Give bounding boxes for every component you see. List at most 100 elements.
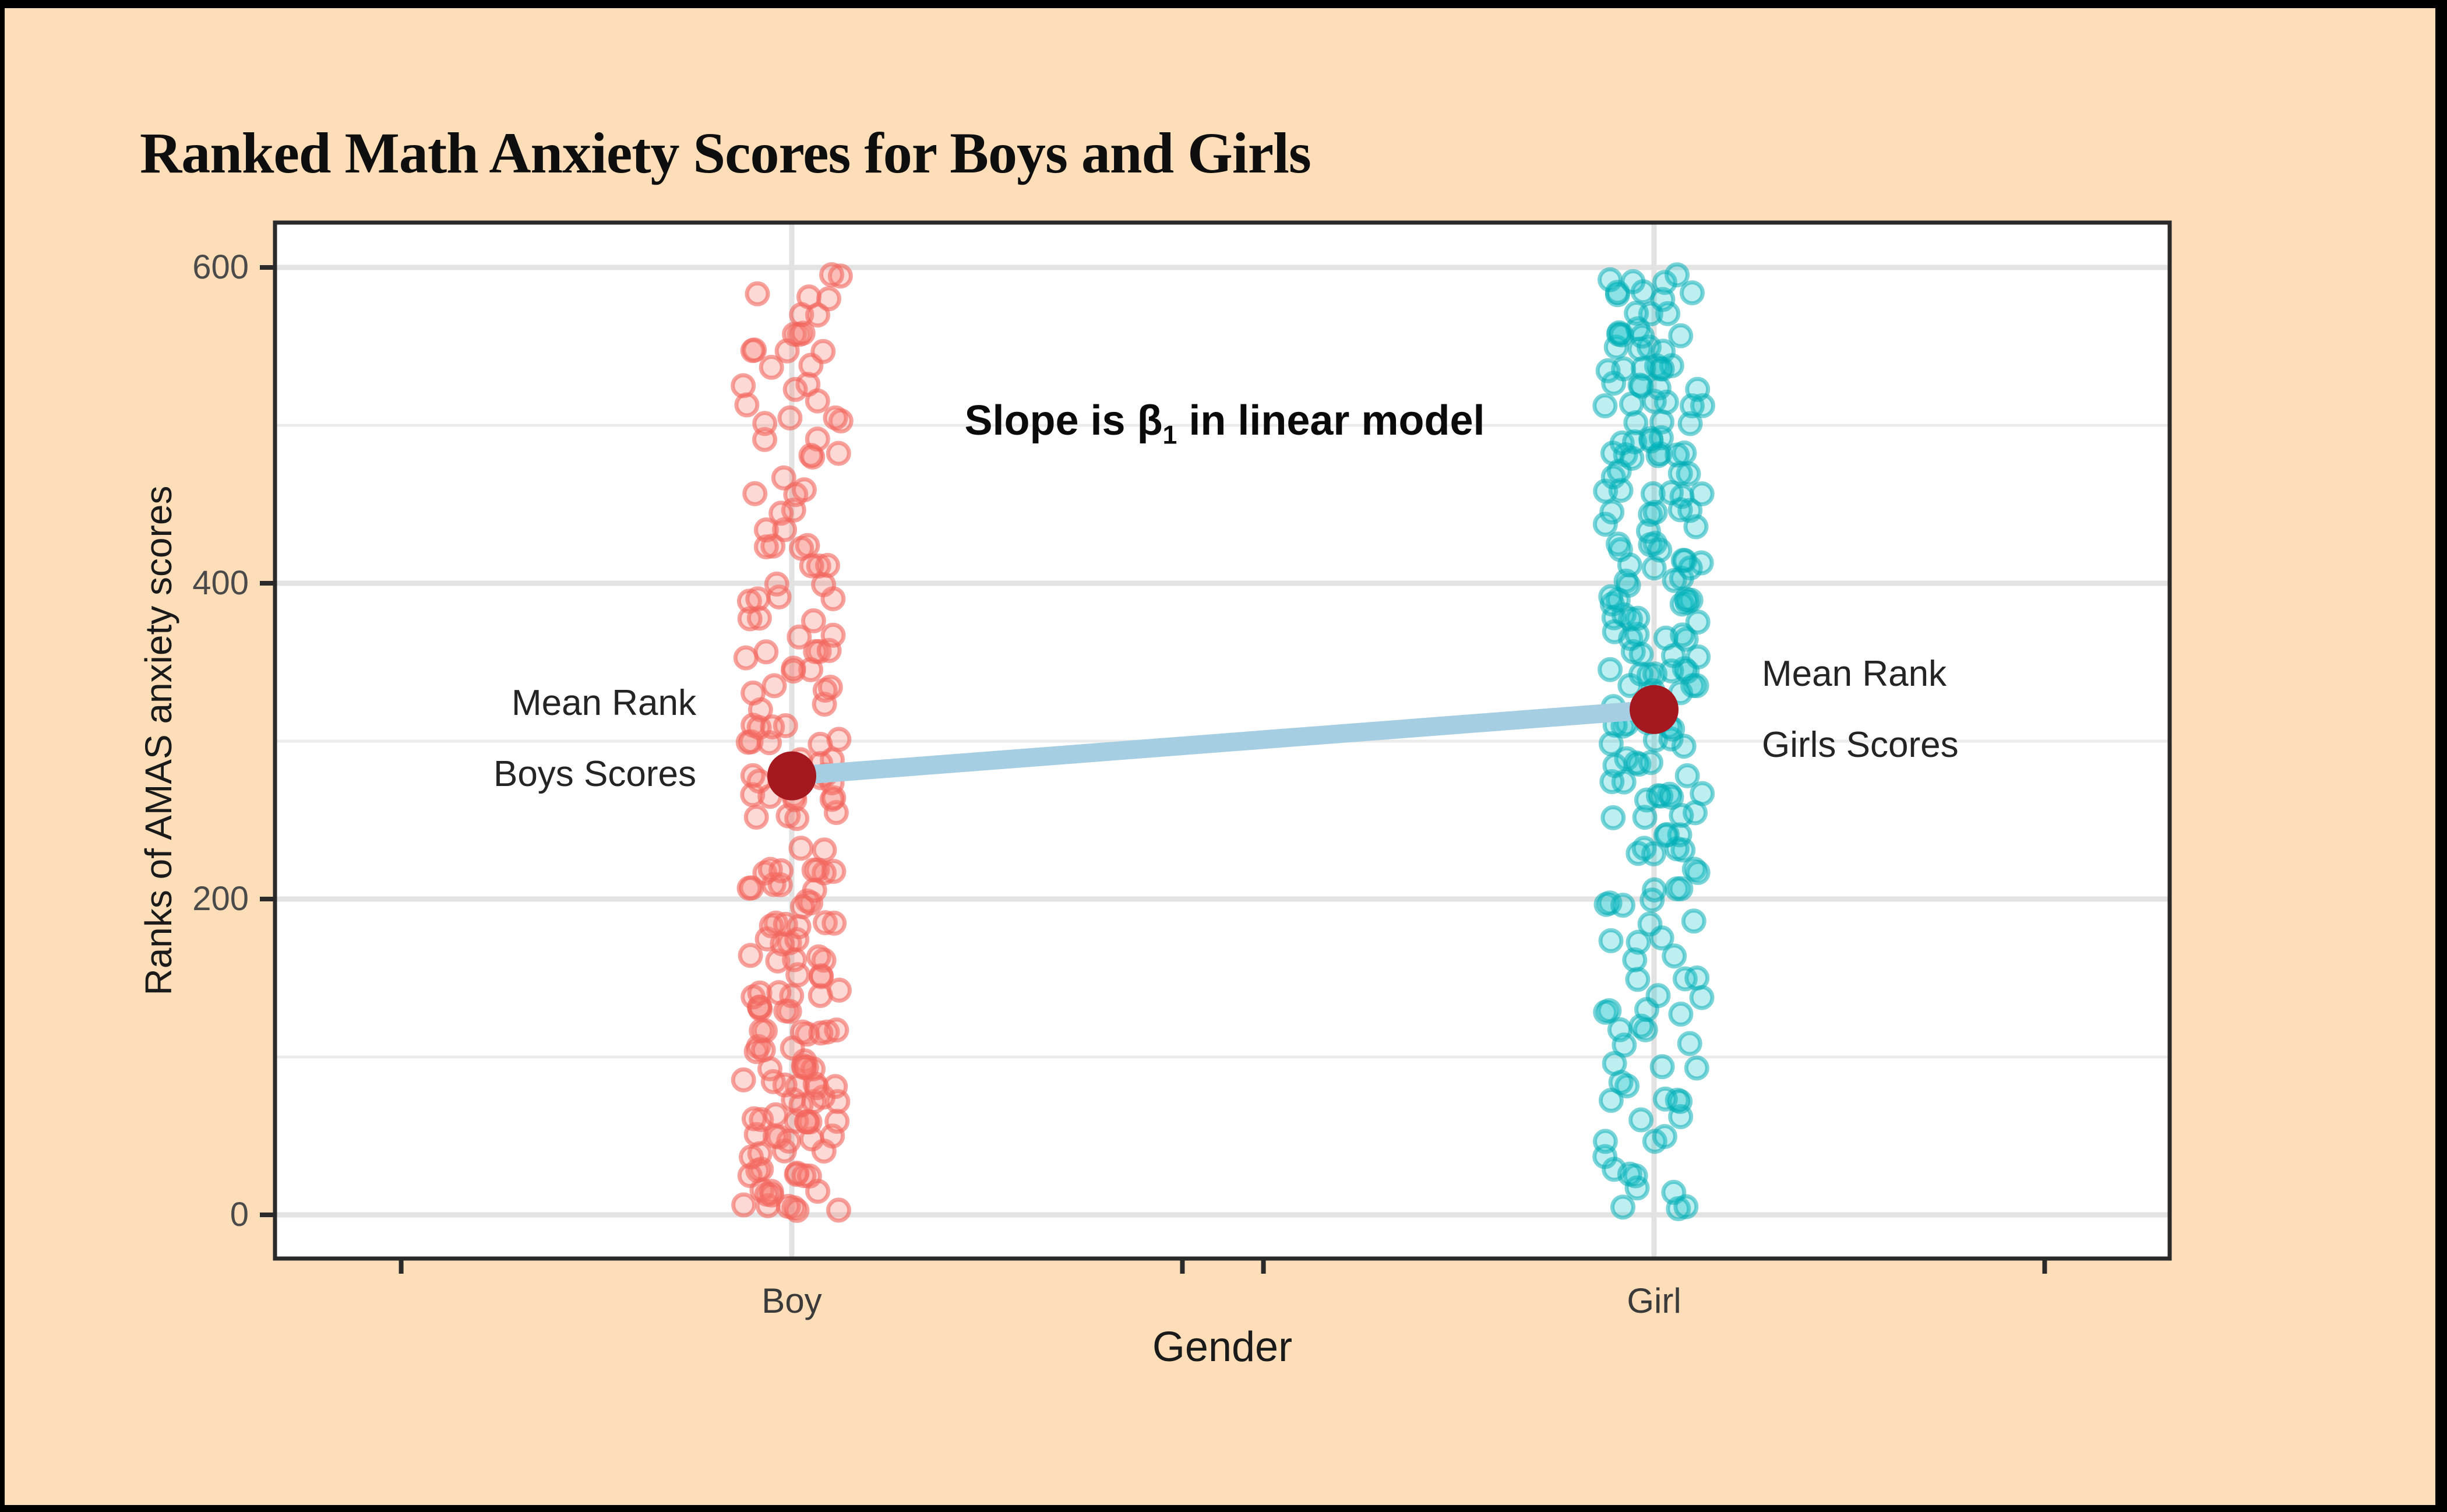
data-point	[1652, 270, 1677, 295]
data-point	[1690, 781, 1715, 806]
slope-annotation: Slope is β1 in linear model	[964, 397, 1485, 448]
data-point	[808, 731, 833, 757]
girls-mean-annotation-line2: Girls Scores	[1762, 725, 1959, 765]
data-point	[1661, 1179, 1687, 1205]
data-point	[784, 1197, 810, 1223]
data-point	[1610, 1194, 1635, 1220]
data-point	[1618, 607, 1643, 632]
data-point	[1638, 428, 1664, 454]
y-tick-label-200: 200	[192, 880, 249, 918]
data-point	[808, 1020, 834, 1046]
data-point	[820, 622, 846, 648]
data-point	[737, 1163, 763, 1189]
data-point	[821, 910, 847, 936]
data-point	[742, 481, 768, 506]
data-point	[805, 427, 830, 452]
chart-title: Ranked Math Anxiety Scores for Boys and …	[140, 121, 1311, 185]
data-point	[1689, 481, 1715, 507]
data-point	[773, 911, 798, 937]
data-point	[753, 517, 779, 542]
data-point	[1595, 358, 1621, 383]
data-point	[781, 658, 806, 684]
data-point	[1598, 928, 1624, 953]
data-point	[1685, 376, 1711, 402]
data-point	[816, 286, 841, 312]
data-point	[1617, 1161, 1642, 1187]
data-point	[752, 411, 778, 436]
data-point	[738, 943, 763, 968]
data-point	[1628, 373, 1654, 399]
data-point	[743, 805, 769, 830]
data-point	[801, 857, 827, 883]
data-point	[1641, 841, 1666, 866]
data-point	[1600, 805, 1626, 830]
data-point	[1677, 1031, 1702, 1056]
data-point	[742, 337, 767, 363]
data-point	[1592, 512, 1618, 537]
data-point	[826, 440, 851, 466]
data-point	[764, 571, 789, 597]
data-point	[1674, 763, 1700, 788]
data-point	[1668, 1002, 1694, 1027]
data-point	[749, 1018, 774, 1044]
data-point	[1659, 784, 1684, 810]
data-point	[790, 894, 815, 919]
data-point	[791, 477, 817, 503]
data-point	[1685, 609, 1711, 635]
y-axis-title: Ranks of AMAS anxiety scores	[137, 485, 179, 996]
data-point	[791, 1055, 817, 1080]
data-point	[745, 281, 770, 306]
data-point	[789, 1019, 815, 1045]
data-point	[1651, 339, 1676, 364]
boy-points	[731, 262, 854, 1223]
slope-annotation-prefix: Slope is β	[964, 397, 1163, 444]
data-point	[1677, 411, 1703, 436]
y-tick-label-600: 600	[192, 248, 249, 286]
girls-mean-annotation-line1: Mean Rank	[1762, 654, 1947, 694]
data-point	[1652, 1124, 1677, 1150]
frame-border-right	[2435, 0, 2447, 1512]
data-point	[812, 837, 837, 863]
data-point	[736, 875, 762, 901]
data-point	[1665, 262, 1690, 288]
data-point	[1606, 531, 1631, 557]
data-point	[1652, 1086, 1678, 1112]
y-tick-label-400: 400	[192, 564, 249, 602]
data-point	[1665, 442, 1690, 468]
data-point	[1649, 1054, 1675, 1080]
mean-dot-girl	[1630, 685, 1679, 734]
data-point	[753, 639, 779, 665]
data-point	[777, 405, 803, 431]
data-point	[1626, 929, 1651, 955]
boys-mean-annotation: Mean Rank Boys Scores	[493, 668, 696, 810]
data-point	[796, 284, 821, 310]
data-point	[1685, 859, 1711, 885]
data-point	[1596, 998, 1622, 1024]
data-point	[1610, 893, 1635, 918]
data-point	[1670, 548, 1696, 573]
frame-border-left	[0, 0, 5, 1512]
data-point	[1647, 537, 1673, 563]
data-point	[1668, 876, 1694, 901]
data-point	[782, 376, 808, 402]
data-point	[810, 339, 836, 364]
data-point	[1649, 409, 1674, 435]
data-point	[766, 980, 792, 1006]
data-point	[771, 465, 796, 491]
x-category-label-girl: Girl	[1627, 1281, 1681, 1320]
frame-border-top	[0, 0, 2447, 8]
data-point	[1662, 568, 1687, 593]
data-point	[787, 624, 812, 650]
data-point	[1684, 1055, 1709, 1081]
data-point	[1599, 499, 1625, 525]
data-point	[1679, 280, 1705, 306]
data-point	[768, 858, 794, 883]
data-point	[826, 1197, 851, 1223]
data-point	[812, 678, 838, 703]
data-point	[1645, 983, 1671, 1009]
panel-border	[273, 220, 2172, 1261]
data-point	[790, 320, 816, 346]
data-point	[1668, 323, 1694, 348]
